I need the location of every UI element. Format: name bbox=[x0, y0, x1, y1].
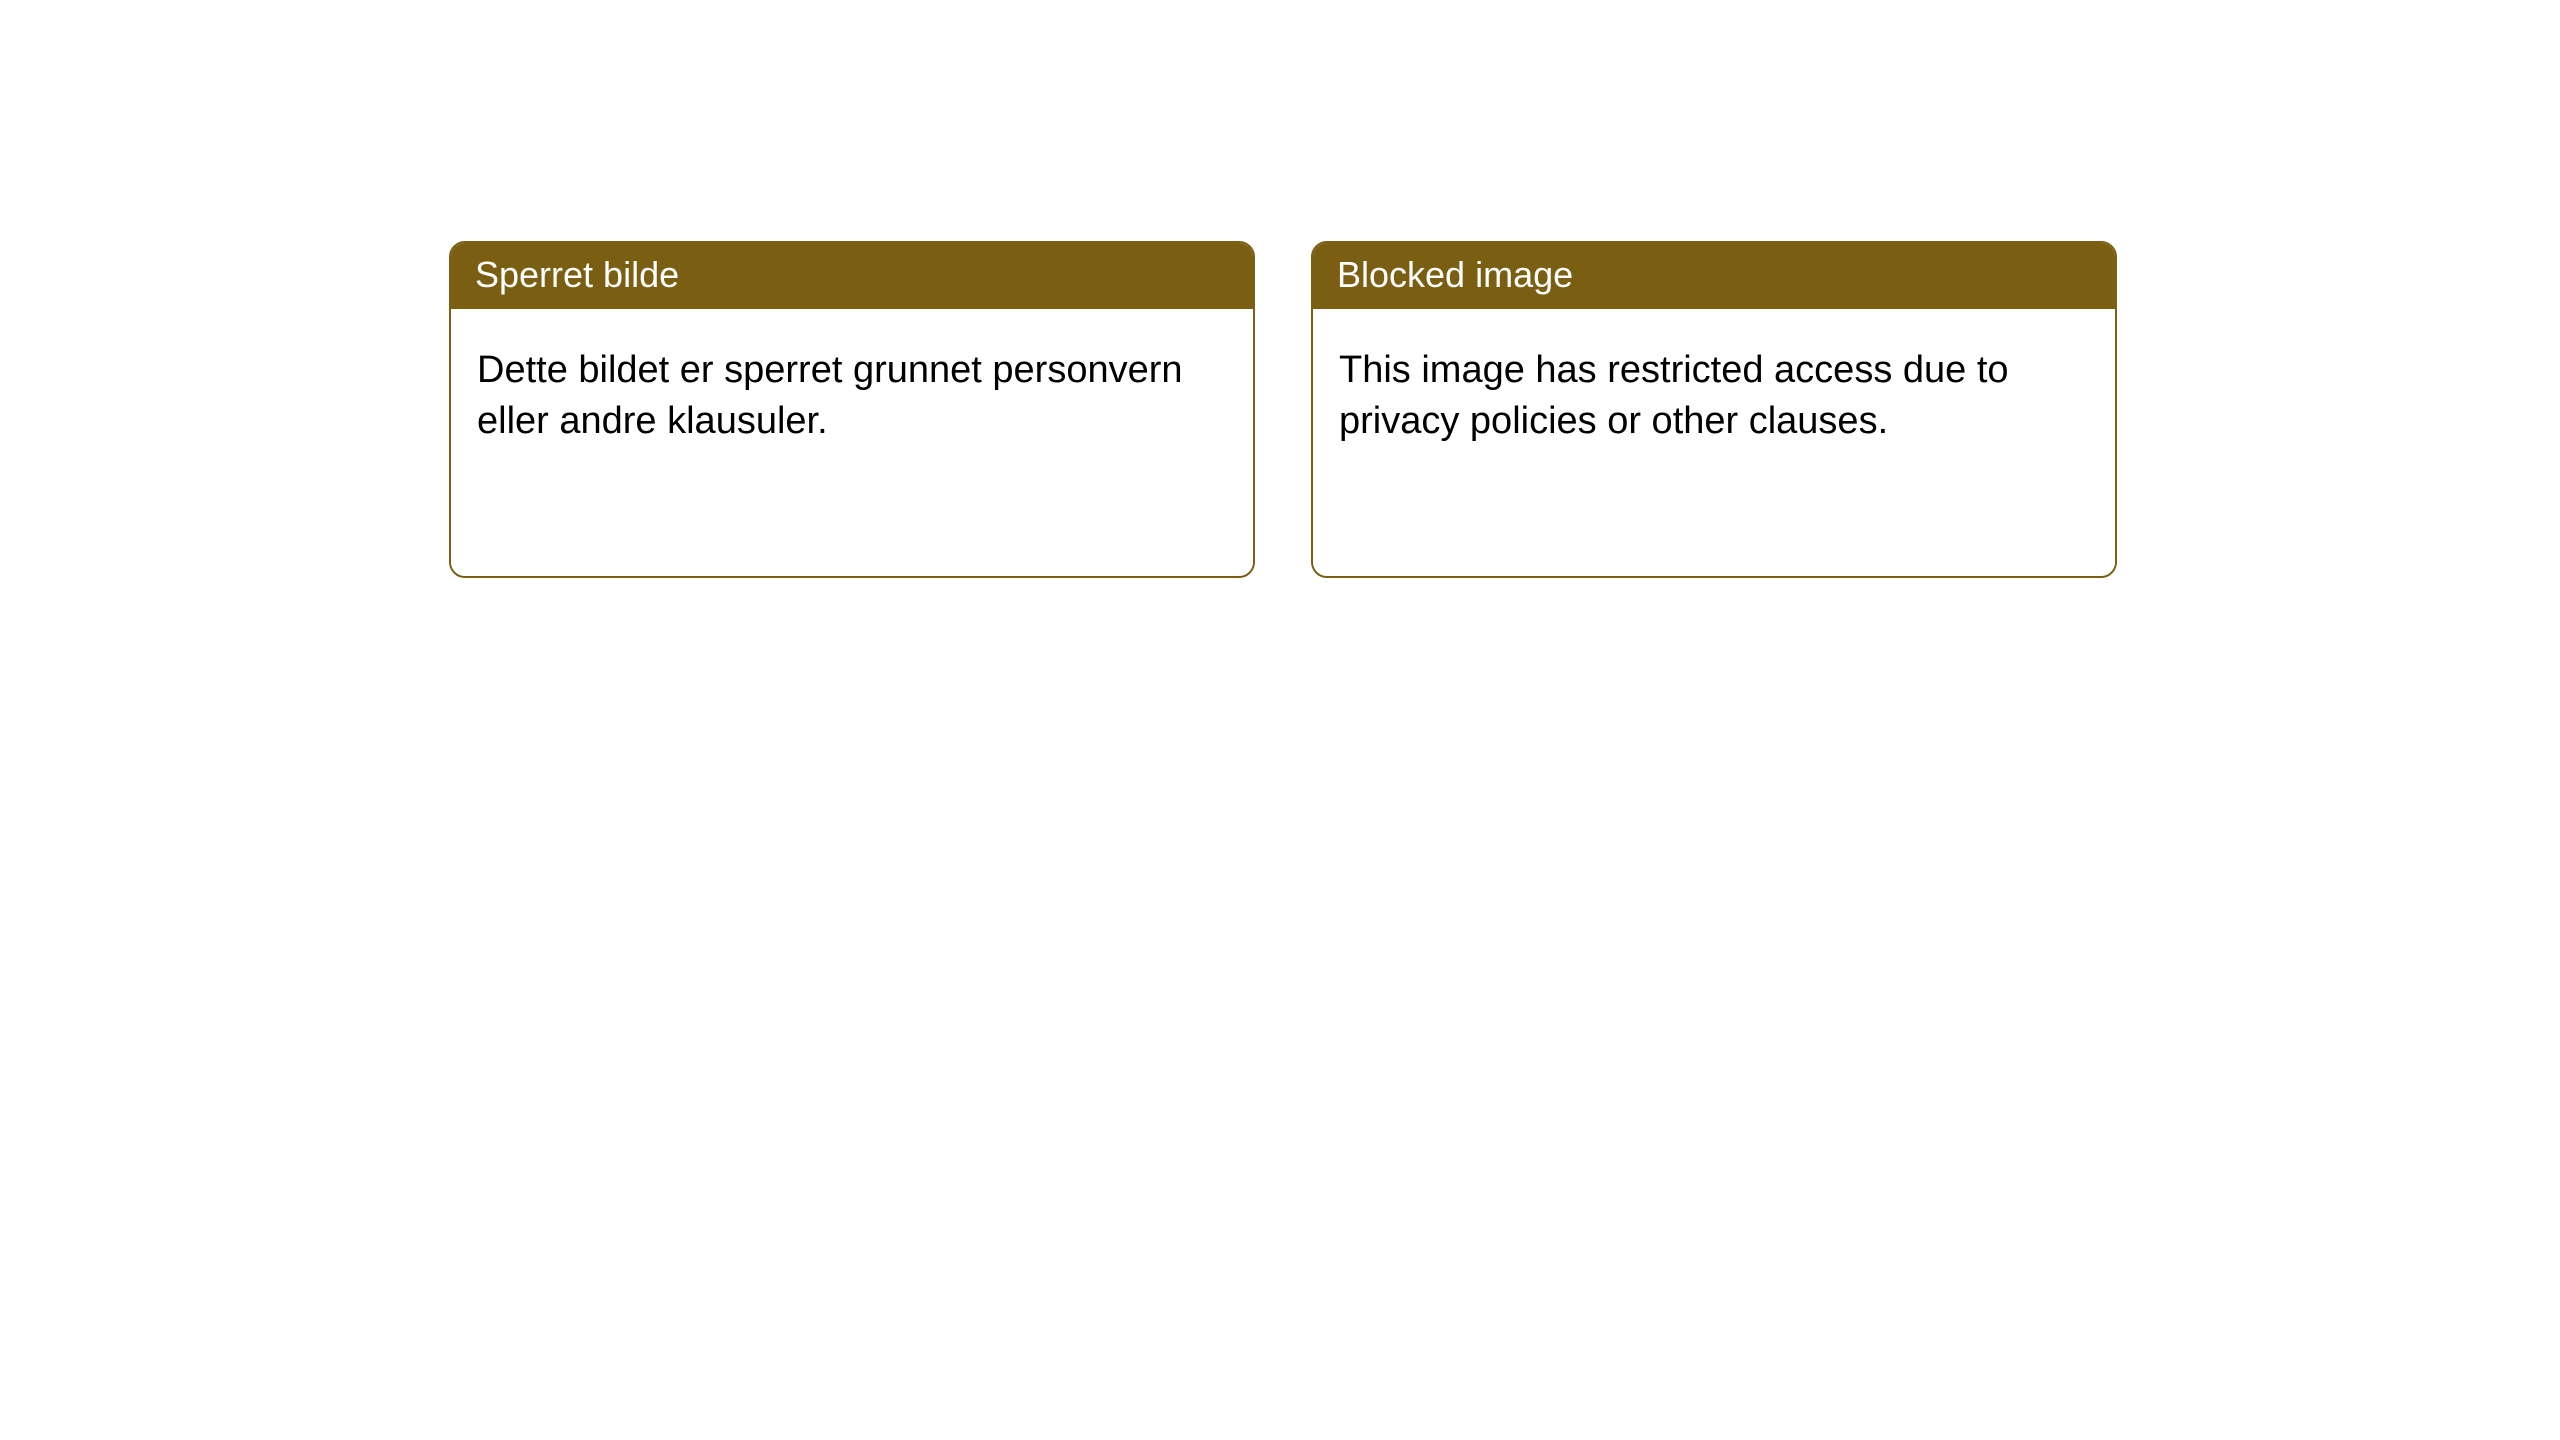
card-body: Dette bildet er sperret grunnet personve… bbox=[451, 309, 1253, 576]
card-title: Blocked image bbox=[1313, 243, 2115, 309]
card-title: Sperret bilde bbox=[451, 243, 1253, 309]
notice-card-norwegian: Sperret bilde Dette bildet er sperret gr… bbox=[449, 241, 1255, 578]
card-body: This image has restricted access due to … bbox=[1313, 309, 2115, 576]
notice-container: Sperret bilde Dette bildet er sperret gr… bbox=[449, 241, 2117, 578]
notice-card-english: Blocked image This image has restricted … bbox=[1311, 241, 2117, 578]
